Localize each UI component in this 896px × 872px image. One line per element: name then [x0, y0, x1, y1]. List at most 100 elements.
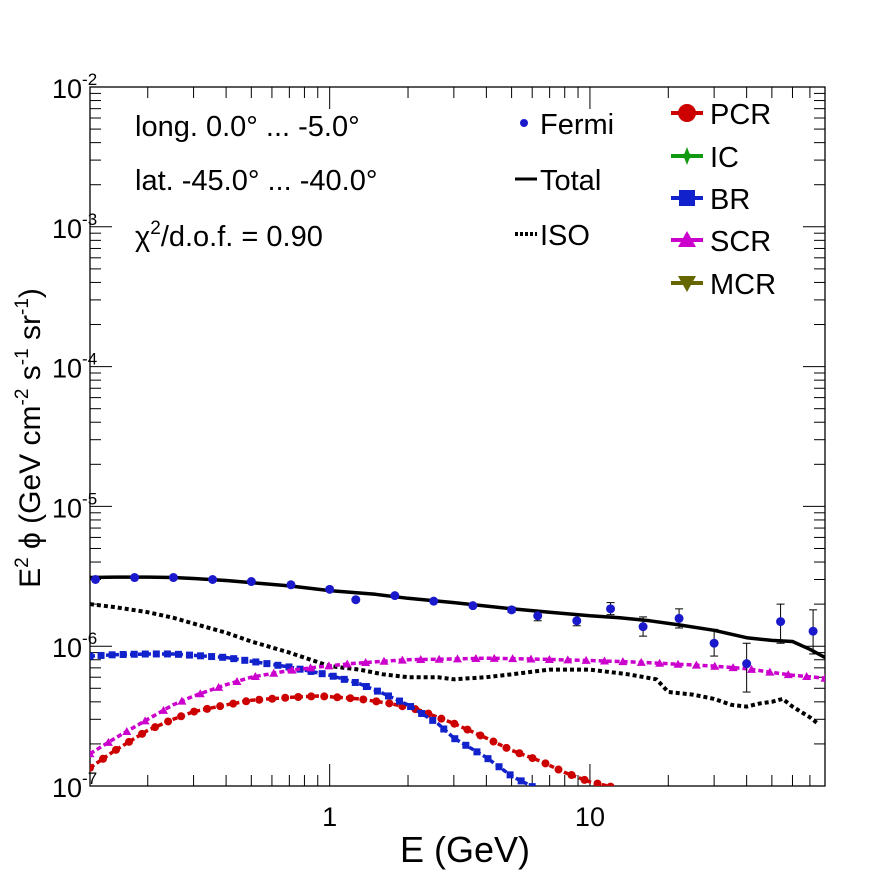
curve-marker	[728, 663, 738, 672]
curve-marker	[329, 672, 337, 680]
legend-pcr-label: PCR	[710, 99, 771, 131]
series-line-total	[90, 575, 825, 660]
legend-br-marker	[679, 190, 695, 206]
curve-marker	[618, 657, 628, 666]
fermi-point	[808, 626, 818, 636]
curve-marker	[437, 714, 446, 723]
curve-marker	[416, 655, 426, 664]
curve-marker	[434, 654, 444, 663]
curve-marker	[462, 741, 470, 749]
curve-marker	[636, 657, 646, 666]
curve-marker	[263, 660, 271, 668]
y-tick-label: 10-7	[52, 769, 97, 803]
fermi-point	[429, 596, 439, 606]
series-total	[90, 575, 825, 660]
curve-marker	[440, 725, 448, 733]
curve-marker	[229, 699, 238, 708]
curve-marker	[407, 703, 415, 711]
fermi-point	[572, 616, 582, 626]
legend-fermi-marker	[520, 119, 528, 127]
curve-marker	[765, 667, 775, 676]
curve-marker	[544, 654, 554, 663]
x-tick-label: 1	[322, 802, 337, 832]
legend-mcr-label: MCR	[710, 269, 776, 301]
curve-marker	[130, 650, 138, 658]
curve-marker	[396, 697, 404, 705]
legend-entry-br: BR	[671, 184, 750, 216]
curve-marker	[252, 658, 260, 666]
fermi-points	[91, 573, 818, 693]
fermi-point	[709, 638, 719, 648]
curve-marker	[138, 729, 147, 738]
legend-iso-label: ISO	[540, 220, 590, 252]
curve-marker	[351, 678, 359, 686]
legend-entry-pcr: PCR	[671, 99, 771, 131]
curve-marker	[97, 651, 105, 659]
legend-ic-marker	[678, 147, 696, 165]
curve-marker	[489, 737, 498, 746]
curve-marker	[208, 653, 216, 661]
curve-marker	[255, 695, 264, 704]
curve-marker	[230, 655, 238, 663]
fermi-point	[742, 659, 752, 669]
curve-marker	[90, 763, 94, 772]
curve-marker	[397, 655, 407, 664]
legend-entry-iso: ISO	[515, 220, 590, 252]
curve-marker	[250, 671, 260, 680]
curve-marker	[517, 777, 525, 785]
curve-marker	[429, 716, 437, 724]
curve-marker	[242, 697, 251, 706]
curve-marker	[103, 737, 113, 746]
fermi-point	[168, 573, 178, 583]
curve-marker	[281, 693, 290, 702]
longitude-annotation: long. 0.0° ... -5.0°	[135, 111, 360, 143]
series-scr	[90, 653, 825, 758]
curve-marker	[174, 650, 182, 658]
y-tick-labels: 10-7 10-6 10-5 10-4 10-3 10-2	[52, 70, 97, 803]
fermi-point	[533, 611, 543, 621]
curve-marker	[307, 692, 316, 701]
curve-marker	[691, 660, 701, 669]
curve-marker	[476, 731, 485, 740]
curve-marker	[324, 661, 334, 670]
curve-marker	[495, 763, 503, 771]
curve-marker	[232, 676, 242, 685]
curve-marker	[563, 655, 573, 664]
curve-marker	[541, 759, 550, 768]
y-tick-label: 10-4	[52, 350, 97, 384]
curve-marker	[159, 705, 168, 714]
curve-marker	[190, 707, 199, 716]
curve-marker	[502, 743, 511, 752]
curve-marker	[163, 650, 171, 658]
curve-marker	[287, 665, 297, 674]
curve-marker	[528, 754, 537, 763]
curve-marker	[342, 659, 352, 668]
curve-marker	[515, 749, 524, 758]
fermi-point	[286, 580, 296, 590]
fermi-point	[246, 577, 256, 587]
curve-marker	[373, 687, 381, 695]
curve-marker	[122, 726, 132, 735]
fermi-point	[390, 591, 400, 601]
curve-marker	[473, 748, 481, 756]
curve-marker	[140, 716, 150, 725]
curve-marker	[320, 692, 329, 701]
curve-marker	[152, 650, 160, 658]
curve-marker	[802, 672, 812, 681]
y-tick-label: 10-2	[52, 70, 97, 104]
curve-marker	[471, 653, 481, 662]
curve-marker	[216, 702, 225, 711]
legend-fermi-label: Fermi	[540, 109, 614, 141]
y-axis-title: E2 ϕ (GeV cm-2 s-1 sr-1)	[12, 288, 47, 588]
curve-marker	[379, 656, 389, 665]
curve-marker	[554, 765, 563, 774]
series-pcr	[90, 692, 615, 786]
fermi-point	[351, 595, 361, 605]
curve-marker	[112, 745, 121, 754]
curve-marker	[203, 704, 212, 713]
curve-marker	[526, 654, 536, 663]
curve-marker	[506, 771, 514, 779]
curve-marker	[294, 693, 303, 702]
curve-marker	[600, 656, 609, 665]
